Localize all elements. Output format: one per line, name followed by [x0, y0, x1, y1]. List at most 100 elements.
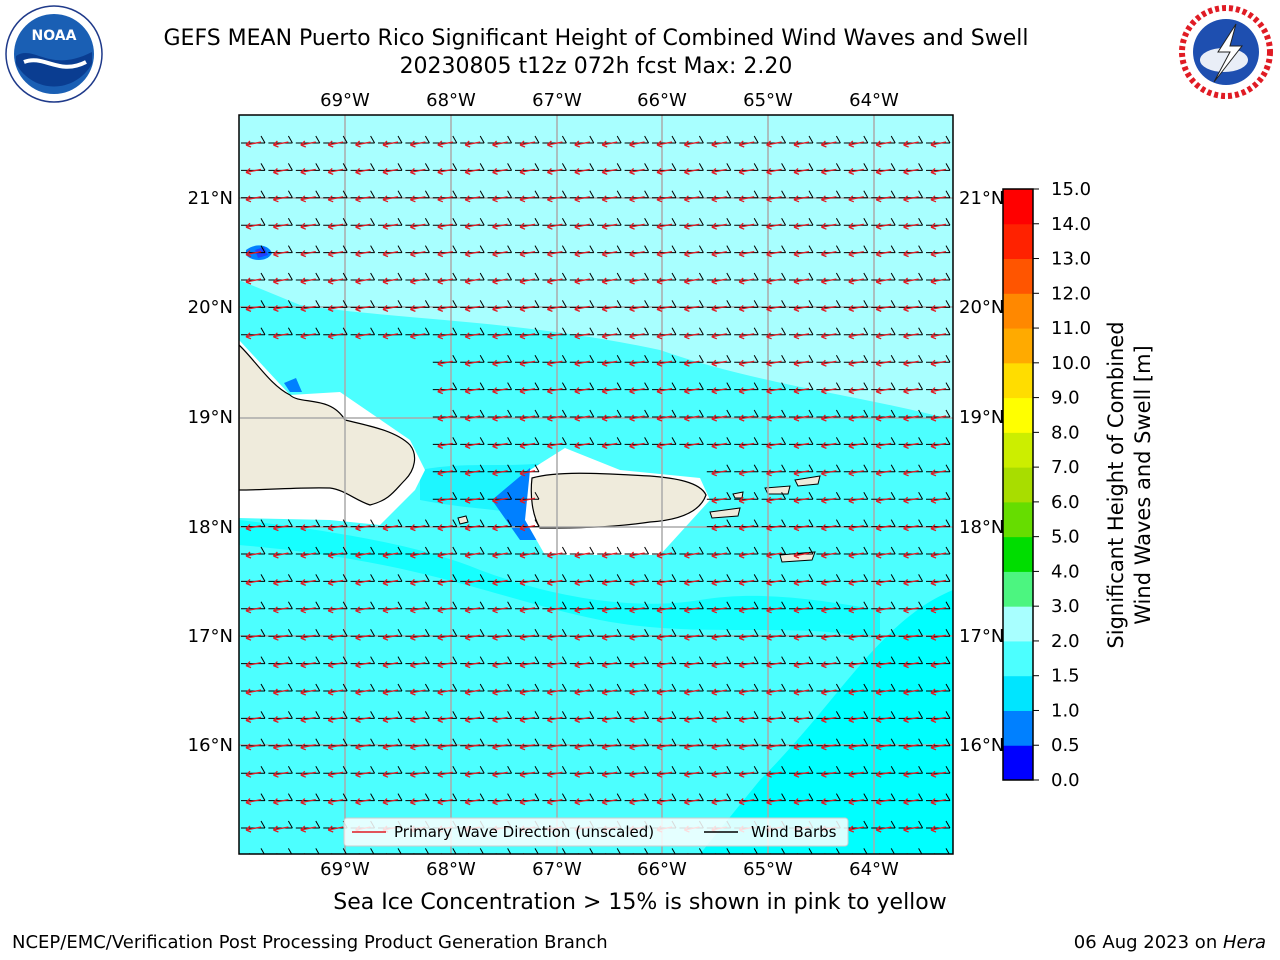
wave-direction-arrow — [820, 277, 837, 285]
colorbar-label-line1: Significant Height of Combined — [1104, 321, 1128, 648]
lon-label-top: 64°W — [849, 90, 899, 111]
wave-direction-arrow — [629, 195, 645, 203]
wave-direction-arrow — [409, 304, 426, 313]
wave-direction-arrow — [409, 195, 426, 203]
wave-direction-arrow — [519, 606, 536, 614]
wave-direction-arrow — [930, 195, 947, 203]
wave-direction-arrow — [793, 743, 810, 751]
wave-direction-arrow — [464, 469, 481, 477]
wave-direction-arrow — [601, 688, 618, 696]
wave-direction-arrow — [683, 551, 700, 559]
wave-direction-arrow — [382, 715, 399, 724]
wave-direction-arrow — [930, 578, 947, 587]
wave-direction-arrow — [875, 496, 892, 504]
wave-direction-arrow — [766, 551, 782, 559]
wave-direction-arrow — [437, 578, 453, 587]
wave-direction-arrow — [492, 387, 508, 395]
wave-direction-arrow — [793, 633, 810, 641]
wave-direction-arrow — [793, 304, 810, 313]
wave-direction-arrow — [820, 387, 837, 395]
wave-direction-arrow — [574, 633, 590, 641]
wave-direction-arrow — [492, 715, 508, 724]
wave-direction-arrow — [711, 661, 727, 669]
wave-direction-arrow — [629, 715, 645, 724]
wave-direction-arrow — [272, 222, 289, 230]
wave-direction-arrow — [820, 469, 837, 477]
wave-direction-arrow — [519, 715, 536, 724]
wave-direction-arrow — [683, 743, 700, 751]
wave-direction-arrow — [766, 578, 782, 587]
colorbar-segment — [1003, 432, 1033, 468]
wave-direction-arrow — [656, 359, 673, 367]
wave-direction-arrow — [437, 414, 453, 422]
wave-direction-arrow — [492, 770, 508, 778]
legend-wave-direction: Primary Wave Direction (unscaled) — [394, 823, 654, 841]
colorbar-segment — [1003, 536, 1033, 572]
wave-direction-arrow — [848, 250, 864, 258]
wave-direction-arrow — [848, 222, 864, 230]
wave-direction-arrow — [793, 167, 810, 176]
colorbar-segment — [1003, 501, 1033, 538]
wave-direction-arrow — [711, 524, 727, 532]
wave-direction-arrow — [629, 414, 645, 422]
wave-direction-arrow — [327, 688, 344, 696]
colorbar-frame — [1002, 188, 1034, 781]
colorbar-tick-label: 1.5 — [1051, 666, 1080, 687]
wave-direction-arrow — [711, 140, 727, 148]
wave-direction-arrow — [300, 798, 316, 806]
wind-barb — [507, 848, 512, 854]
wave-direction-arrow — [766, 633, 782, 641]
wave-direction-arrow — [738, 277, 755, 285]
wave-direction-arrow — [574, 387, 590, 395]
wave-direction-arrow — [875, 688, 892, 696]
wave-direction-arrow — [437, 167, 453, 176]
colorbar-tick-label: 14.0 — [1051, 214, 1091, 235]
wave-direction-arrow — [382, 661, 399, 669]
wave-direction-arrow — [574, 606, 590, 614]
wave-direction-arrow — [546, 359, 563, 367]
wave-direction-arrow — [300, 688, 316, 696]
wave-direction-arrow — [793, 332, 810, 340]
wave-direction-arrow — [546, 551, 563, 559]
wave-direction-arrow — [245, 715, 262, 724]
wave-direction-arrow — [875, 524, 892, 532]
wave-direction-arrow — [492, 798, 508, 806]
wave-direction-arrow — [601, 578, 618, 587]
wave-direction-arrow — [601, 250, 618, 258]
wave-direction-arrow — [711, 332, 727, 340]
wave-direction-arrow — [793, 469, 810, 477]
wave-direction-arrow — [519, 633, 536, 641]
lat-label-right: 20°N — [959, 297, 1004, 318]
wave-direction-arrow — [875, 277, 892, 285]
wave-direction-arrow — [437, 496, 453, 504]
wave-direction-arrow — [848, 414, 864, 422]
wave-direction-arrow — [738, 414, 755, 422]
wave-direction-arrow — [766, 140, 782, 148]
wave-direction-arrow — [683, 770, 700, 778]
wave-direction-arrow — [903, 332, 919, 340]
wave-direction-arrow — [519, 414, 536, 422]
wave-direction-arrow — [683, 578, 700, 587]
wave-direction-arrow — [519, 688, 536, 696]
wave-direction-arrow — [382, 578, 399, 587]
wave-direction-arrow — [245, 524, 262, 532]
wave-direction-arrow — [519, 167, 536, 176]
footer-date: 06 Aug 2023 on Hera — [1074, 932, 1266, 953]
colorbar-tick-label: 1.0 — [1051, 700, 1080, 721]
wave-direction-arrow — [245, 688, 262, 696]
wave-direction-arrow — [848, 743, 864, 751]
wave-direction-arrow — [930, 250, 947, 258]
wind-barb — [589, 848, 594, 854]
wave-direction-arrow — [820, 195, 837, 203]
wave-direction-arrow — [519, 277, 536, 285]
wave-direction-arrow — [327, 825, 344, 833]
wave-direction-arrow — [272, 140, 289, 148]
wave-direction-arrow — [903, 359, 919, 367]
wave-direction-arrow — [848, 633, 864, 641]
wave-direction-arrow — [245, 140, 262, 148]
colorbar-tick-label: 6.0 — [1051, 492, 1080, 513]
wave-direction-arrow — [382, 770, 399, 778]
lon-label-bottom: 66°W — [637, 859, 687, 880]
wave-direction-arrow — [820, 140, 837, 148]
wave-direction-arrow — [930, 469, 947, 477]
